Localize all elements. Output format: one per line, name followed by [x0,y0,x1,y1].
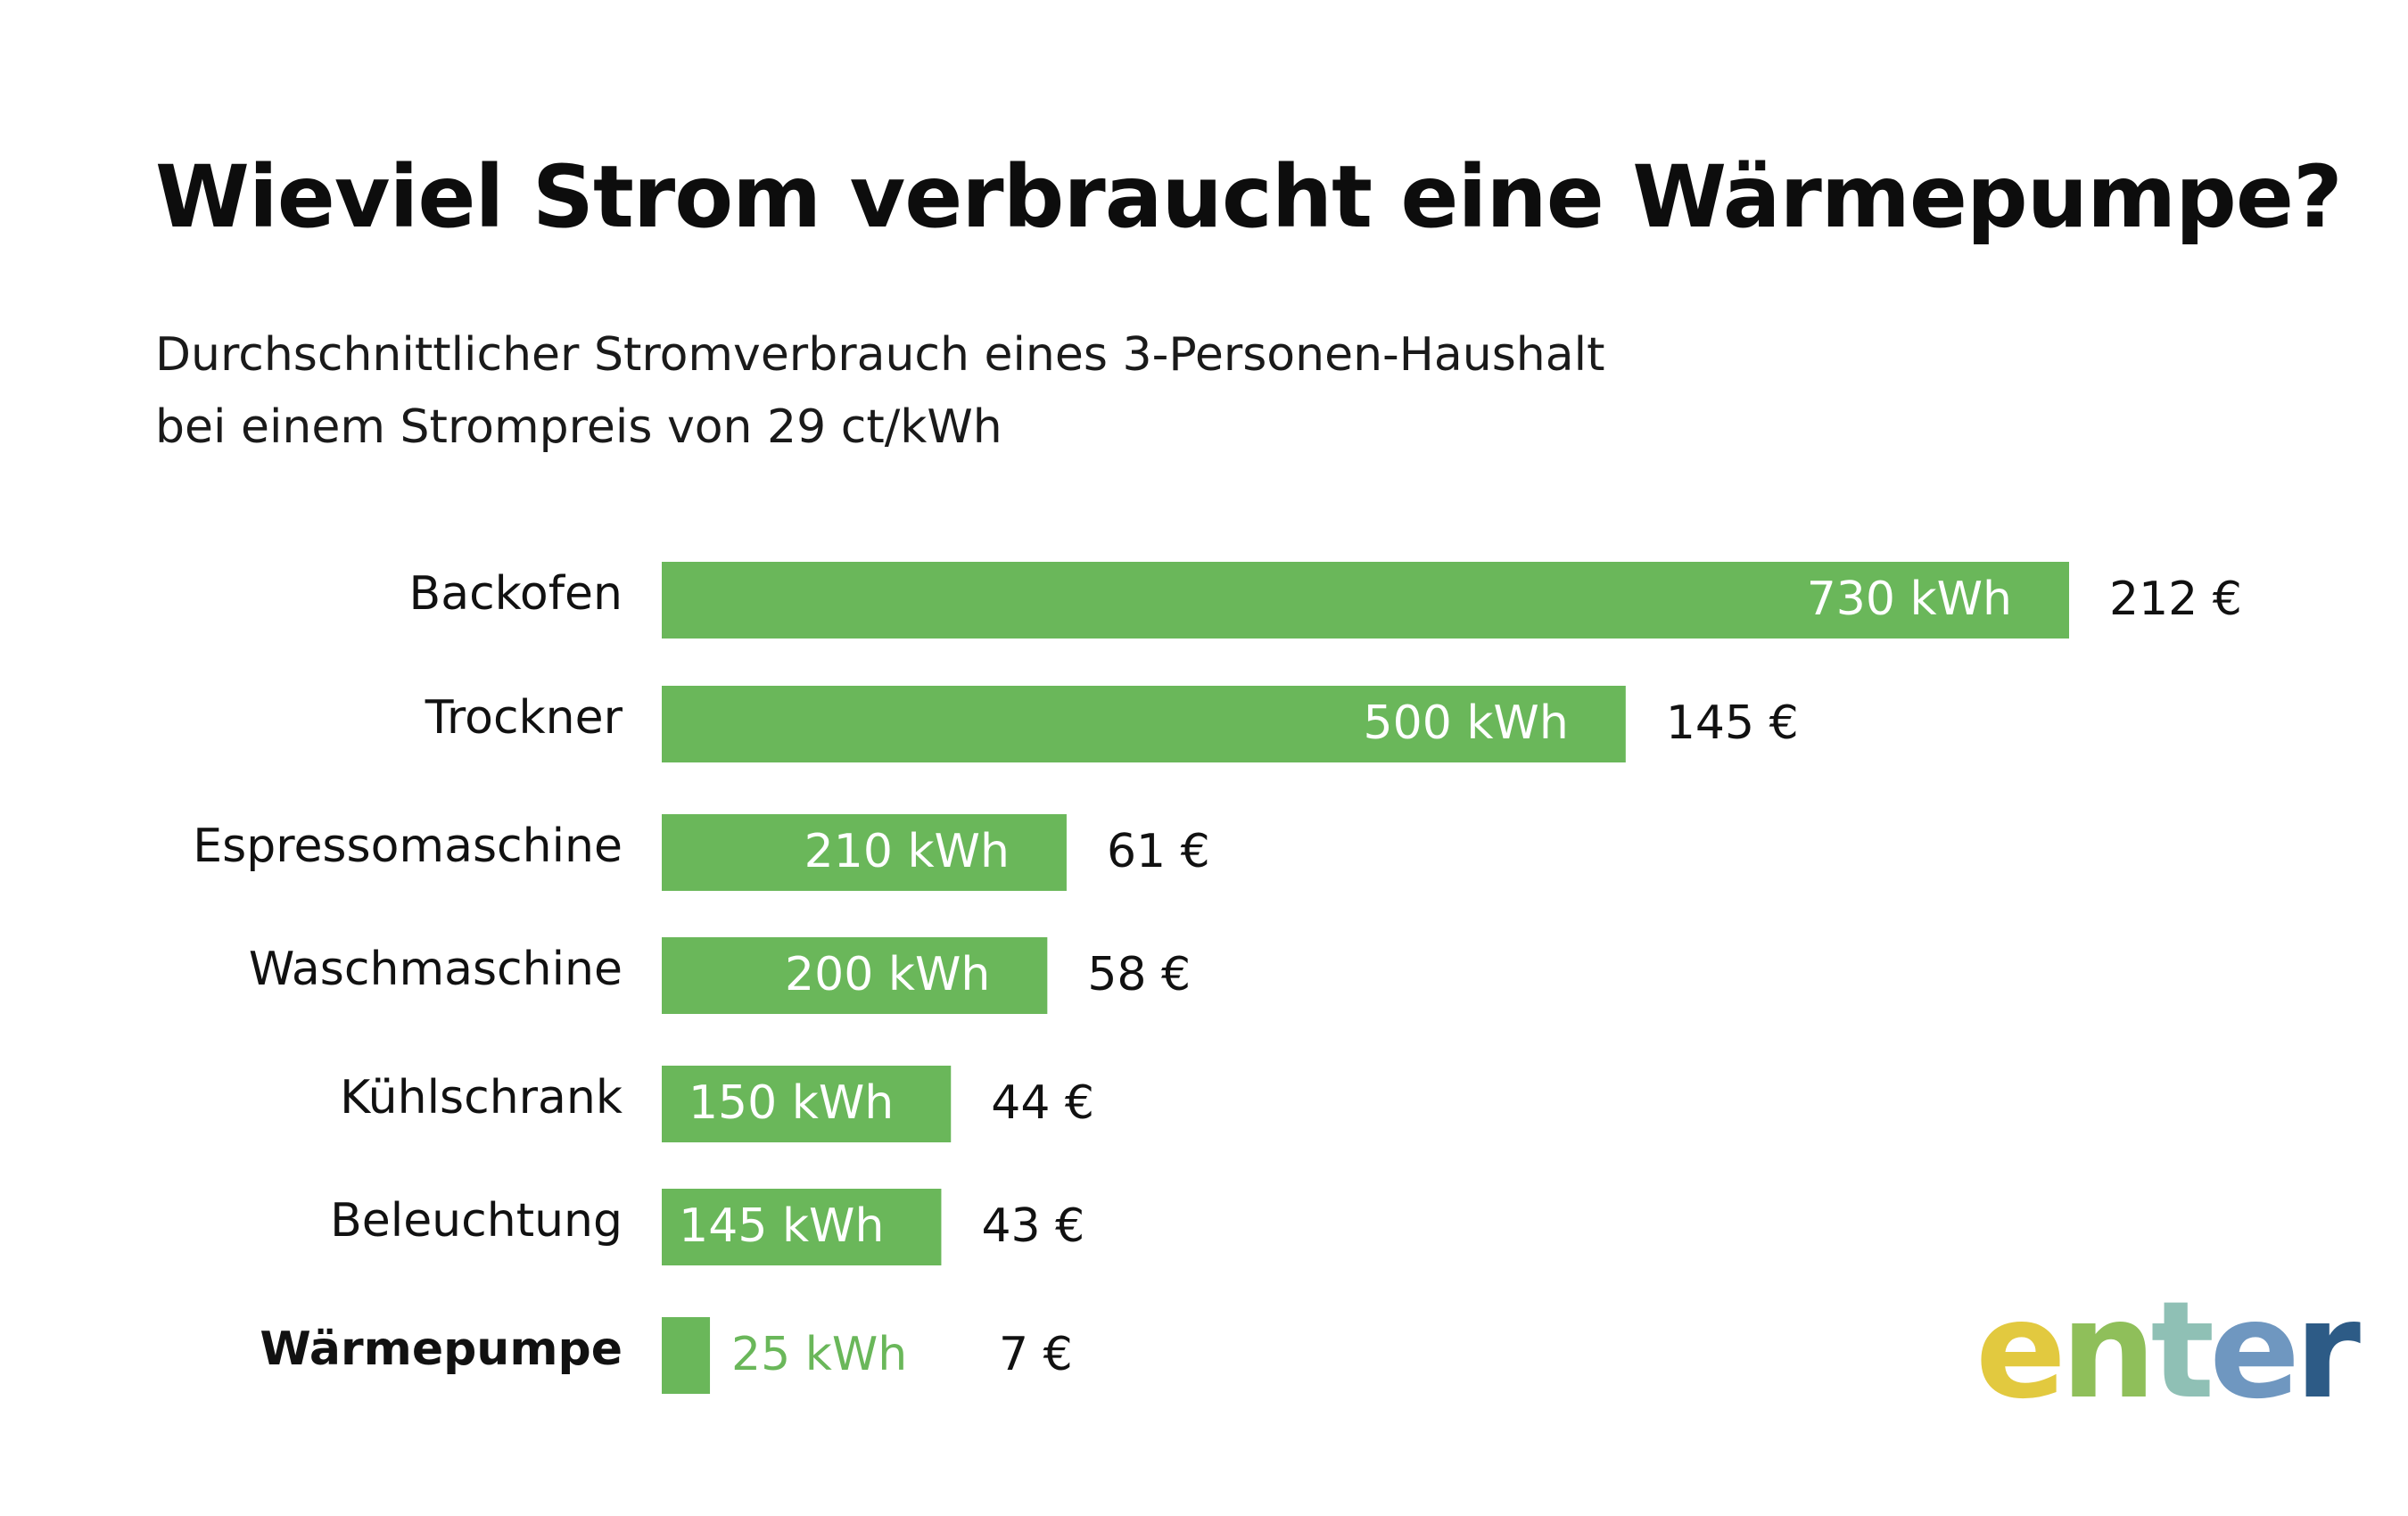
bar-value-label: 210 kWh [804,825,1010,878]
category-label: Beleuchtung [330,1194,623,1248]
logo-letter: e [1975,1273,2066,1429]
logo-letter: r [2294,1273,2361,1429]
cost-label: 212 € [2109,573,2242,626]
bar [662,686,1626,762]
bar-value-label: 150 kWh [689,1076,894,1130]
category-label: Trockner [425,691,623,745]
chart-subtitle-line1: Durchschnittlicher Stromverbrauch eines … [155,328,1605,382]
bar-value-label: 200 kWh [785,948,990,1001]
bar [662,562,2069,639]
bar [662,937,1048,1014]
category-label: Espressomaschine [193,820,623,873]
category-label: Backofen [409,567,623,621]
bar [662,1317,711,1394]
cost-label: 43 € [981,1199,1084,1253]
bar [662,1066,952,1142]
cost-label: 7 € [999,1328,1073,1381]
bar [662,1189,942,1265]
chart-title: Wieviel Strom verbraucht eine Wärmepumpe… [155,147,2343,247]
category-label: Waschmaschine [249,943,623,996]
cost-label: 61 € [1107,825,1210,878]
logo-letter: e [2209,1273,2300,1429]
cost-label: 44 € [991,1076,1094,1130]
category-label: Kühlschrank [340,1071,623,1125]
chart-subtitle-line2: bei einem Strompreis von 29 ct/kWh [155,400,1002,454]
category-label: Wärmepumpe [260,1322,623,1376]
cost-label: 145 € [1666,696,1799,750]
enter-logo: enter [1975,1273,2361,1429]
bar [662,814,1067,891]
bar-value-label: 730 kWh [1807,573,2012,626]
bar-value-label: 145 kWh [679,1199,884,1253]
logo-letter: n [2060,1273,2156,1429]
bar-value-label: 500 kWh [1364,696,1569,750]
bar-value-label: 25 kWh [731,1328,907,1381]
cost-label: 58 € [1087,948,1191,1001]
logo-letter: t [2150,1273,2215,1429]
